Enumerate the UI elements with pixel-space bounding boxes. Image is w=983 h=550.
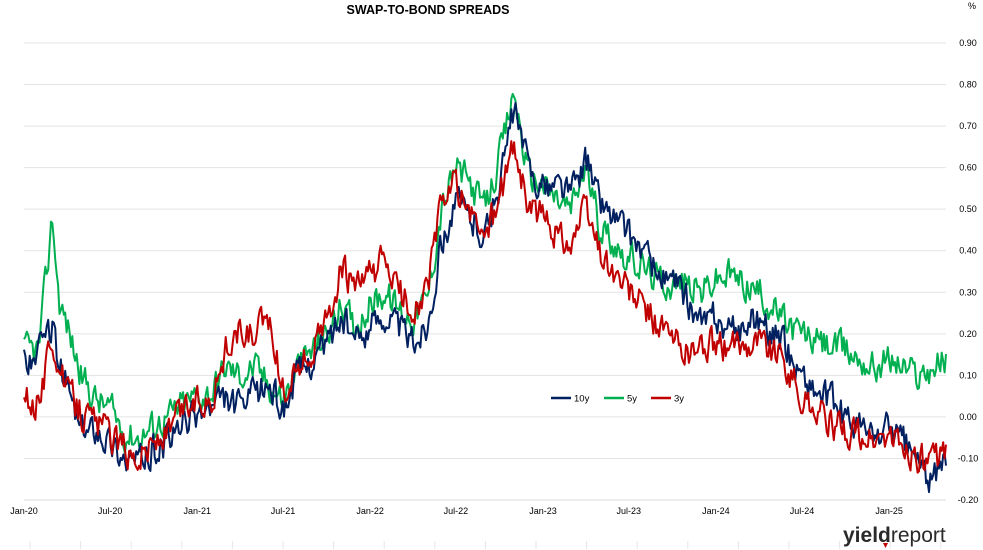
y-tick-label: 0.70: [959, 121, 977, 131]
y-tick-label: -0.20: [958, 495, 979, 505]
x-tick-label: Jan-20: [10, 506, 38, 516]
series-line-10y: [23, 101, 947, 494]
y-tick-label: 0.30: [959, 287, 977, 297]
y-tick-label: 0.50: [959, 204, 977, 214]
gridlines: [24, 42, 946, 459]
legend-label-5y: 5y: [627, 394, 637, 405]
logo-triangle-icon: [883, 543, 888, 548]
x-tick-label: Jan-24: [702, 506, 730, 516]
y-tick-label: 0.90: [959, 38, 977, 48]
legend-label-10y: 10y: [574, 394, 590, 405]
x-tick-label: Jul-21: [271, 506, 296, 516]
series-lines: [23, 92, 947, 494]
y-tick-label: 0.20: [959, 329, 977, 339]
logo-text-report: report: [891, 524, 946, 547]
x-tick-label: Jan-25: [875, 506, 903, 516]
logo-text-yield: yield: [843, 524, 891, 547]
x-tick-label: Jan-21: [184, 506, 212, 516]
y-axis-ticks: -0.20 -0.10 0.00 0.10 0.20 0.30 0.40 0.50 0.60 0.…: [958, 38, 979, 505]
series-line-3y: [23, 140, 947, 474]
x-axis-ticks: Jan-20 Jul-20 Jan-21 Jul-21 Jan-22 Jul-22 Jan-…: [10, 506, 942, 549]
x-tick-label: Jan-22: [356, 506, 384, 516]
x-tick-label: Jul-22: [444, 506, 469, 516]
x-tick-label: Jan-23: [529, 506, 557, 516]
legend: 10y 5y 3y: [551, 394, 684, 405]
y-axis-unit-label: %: [968, 1, 976, 11]
y-tick-label: 0.40: [959, 246, 977, 256]
x-tick-label: Jul-24: [790, 506, 815, 516]
y-tick-label: 0.60: [959, 163, 977, 173]
y-tick-label: 0.10: [959, 370, 977, 380]
legend-label-3y: 3y: [674, 394, 684, 405]
svg-text:yieldreport: yieldreport: [843, 524, 946, 547]
x-tick-label: Jul-20: [98, 506, 123, 516]
chart-title: SWAP-TO-BOND SPREADS: [347, 3, 510, 17]
y-tick-label: 0.00: [959, 412, 977, 422]
y-tick-label: -0.10: [958, 453, 979, 463]
series-line-5y: [23, 92, 947, 455]
y-tick-label: 0.80: [959, 80, 977, 90]
x-tick-label: Jul-23: [616, 506, 641, 516]
yieldreport-logo: yieldreport: [843, 524, 946, 548]
